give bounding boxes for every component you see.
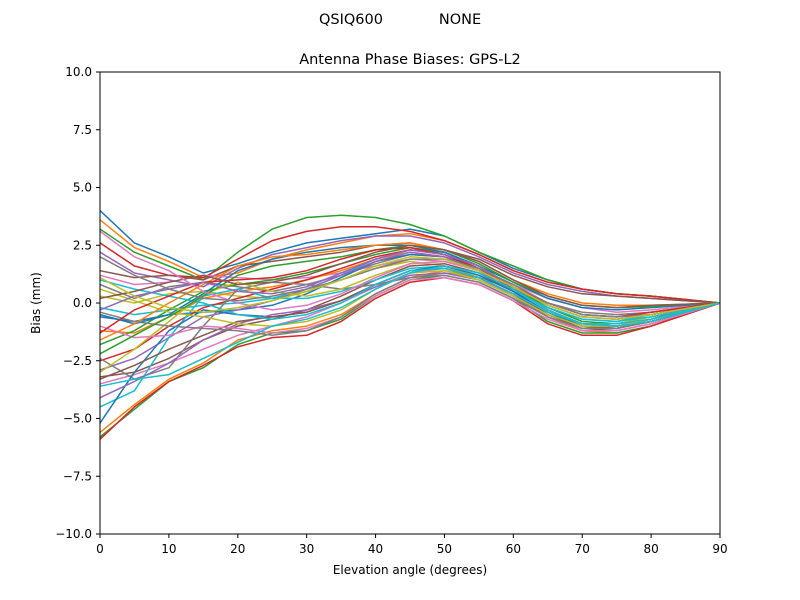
series-layer xyxy=(99,210,721,440)
x-axis-label: Elevation angle (degrees) xyxy=(333,563,487,577)
x-tick-label: 70 xyxy=(575,542,590,556)
y-tick-label: 0.0 xyxy=(73,296,92,310)
x-tick-label: 10 xyxy=(161,542,176,556)
series-line-az-36 xyxy=(99,244,721,309)
suptitle-radome: NONE xyxy=(439,12,481,28)
y-axis-label: Bias (mm) xyxy=(29,272,43,334)
series-line-az-24 xyxy=(99,276,721,440)
x-tick-label: 20 xyxy=(230,542,245,556)
series-line-az-28 xyxy=(99,274,721,337)
x-tick-label: 90 xyxy=(712,542,727,556)
x-tick-label: 80 xyxy=(643,542,658,556)
y-tick-label: 7.5 xyxy=(73,123,92,137)
y-tick-label: −2.5 xyxy=(63,354,92,368)
suptitle-antenna: QSIQ600 xyxy=(319,12,383,28)
chart-title: Antenna Phase Biases: GPS-L2 xyxy=(299,52,521,68)
x-tick-label: 40 xyxy=(368,542,383,556)
series-line-az-38 xyxy=(99,256,721,318)
y-axis: −10.0 −7.5 −5.0 −2.5 0.0 2.5 5.0 7.5 10.0 xyxy=(55,65,100,541)
y-tick-label: −10.0 xyxy=(55,527,92,541)
x-tick-label: 0 xyxy=(96,542,104,556)
y-tick-label: 2.5 xyxy=(73,238,92,252)
y-tick-label: −7.5 xyxy=(63,469,92,483)
series-line-az-40 xyxy=(99,265,721,387)
y-tick-label: 10.0 xyxy=(65,65,92,79)
x-tick-label: 60 xyxy=(506,542,521,556)
y-tick-label: 5.0 xyxy=(73,181,92,195)
x-tick-label: 30 xyxy=(299,542,314,556)
series-line-az-04 xyxy=(99,226,721,304)
x-tick-label: 50 xyxy=(437,542,452,556)
series-line-az-27 xyxy=(99,276,721,339)
series-line-az-39 xyxy=(99,256,721,320)
series-line-az-30 xyxy=(99,267,721,325)
x-axis: 0 10 20 30 40 50 60 70 80 90 xyxy=(96,534,728,556)
series-line-az-32 xyxy=(99,242,721,341)
y-tick-label: −5.0 xyxy=(63,412,92,426)
